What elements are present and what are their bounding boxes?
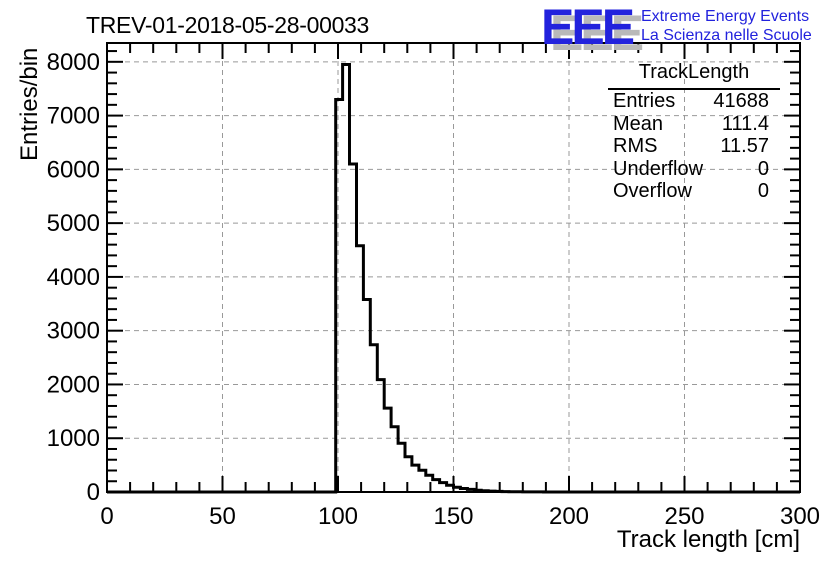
y-tick-label: 0	[87, 479, 100, 506]
x-axis-title: Track length [cm]	[616, 526, 800, 553]
x-tick-label: 0	[100, 503, 113, 530]
stats-row-label: Underflow	[613, 157, 704, 180]
stats-row-value: 0	[757, 180, 769, 203]
stats-row-value: 41688	[713, 90, 769, 112]
x-tick-label: 200	[549, 503, 589, 530]
y-tick-label: 3000	[47, 318, 100, 345]
histogram-line	[107, 63, 800, 494]
y-axis-title: Entries/bin	[16, 47, 43, 161]
stats-rows: Entries 41688 Mean 111.4 RMS 11.57 Underflow 0 O…	[608, 90, 780, 203]
y-tick-label: 6000	[47, 156, 100, 183]
x-tick-label: 150	[433, 503, 473, 530]
eee-logo-text: EEE	[541, 0, 635, 55]
y-tick-label: 1000	[47, 425, 100, 452]
stats-row-label: RMS	[613, 135, 658, 158]
stats-row: Underflow 0	[608, 158, 780, 181]
stats-row-label: Overflow	[613, 180, 692, 203]
x-tick-label: 250	[664, 503, 704, 530]
stats-box: TrackLength Entries 41688 Mean 111.4 RMS 11.5…	[608, 57, 780, 203]
stats-row: Overflow 0	[608, 180, 780, 203]
stats-row: Entries 41688	[608, 90, 780, 113]
x-tick-label: 50	[209, 503, 236, 530]
y-tick-label: 8000	[47, 49, 100, 76]
stats-row: RMS 11.57	[608, 135, 780, 158]
stats-row-value: 0	[757, 157, 769, 180]
stats-row-label: Mean	[613, 112, 664, 135]
stats-row-label: Entries	[613, 90, 676, 112]
eee-logo-subtitle: Extreme Energy Events La Scienza nelle S…	[641, 7, 812, 45]
stats-row: Mean 111.4	[608, 113, 780, 136]
stats-title: TrackLength	[608, 57, 780, 90]
eee-logo-subtitle-line2: La Scienza nelle Scuole	[641, 27, 812, 44]
y-tick-label: 5000	[47, 210, 100, 237]
y-tick-label: 7000	[47, 103, 100, 130]
stats-row-value: 11.57	[720, 135, 769, 158]
page-title: TREV-01-2018-05-28-00033	[86, 12, 370, 38]
x-tick-label: 100	[318, 503, 358, 530]
stats-row-value: 111.4	[721, 112, 769, 135]
y-tick-label: 2000	[47, 371, 100, 398]
eee-logo-subtitle-line1: Extreme Energy Events	[641, 8, 810, 25]
x-tick-label: 300	[780, 503, 820, 530]
y-tick-label: 4000	[47, 264, 100, 291]
